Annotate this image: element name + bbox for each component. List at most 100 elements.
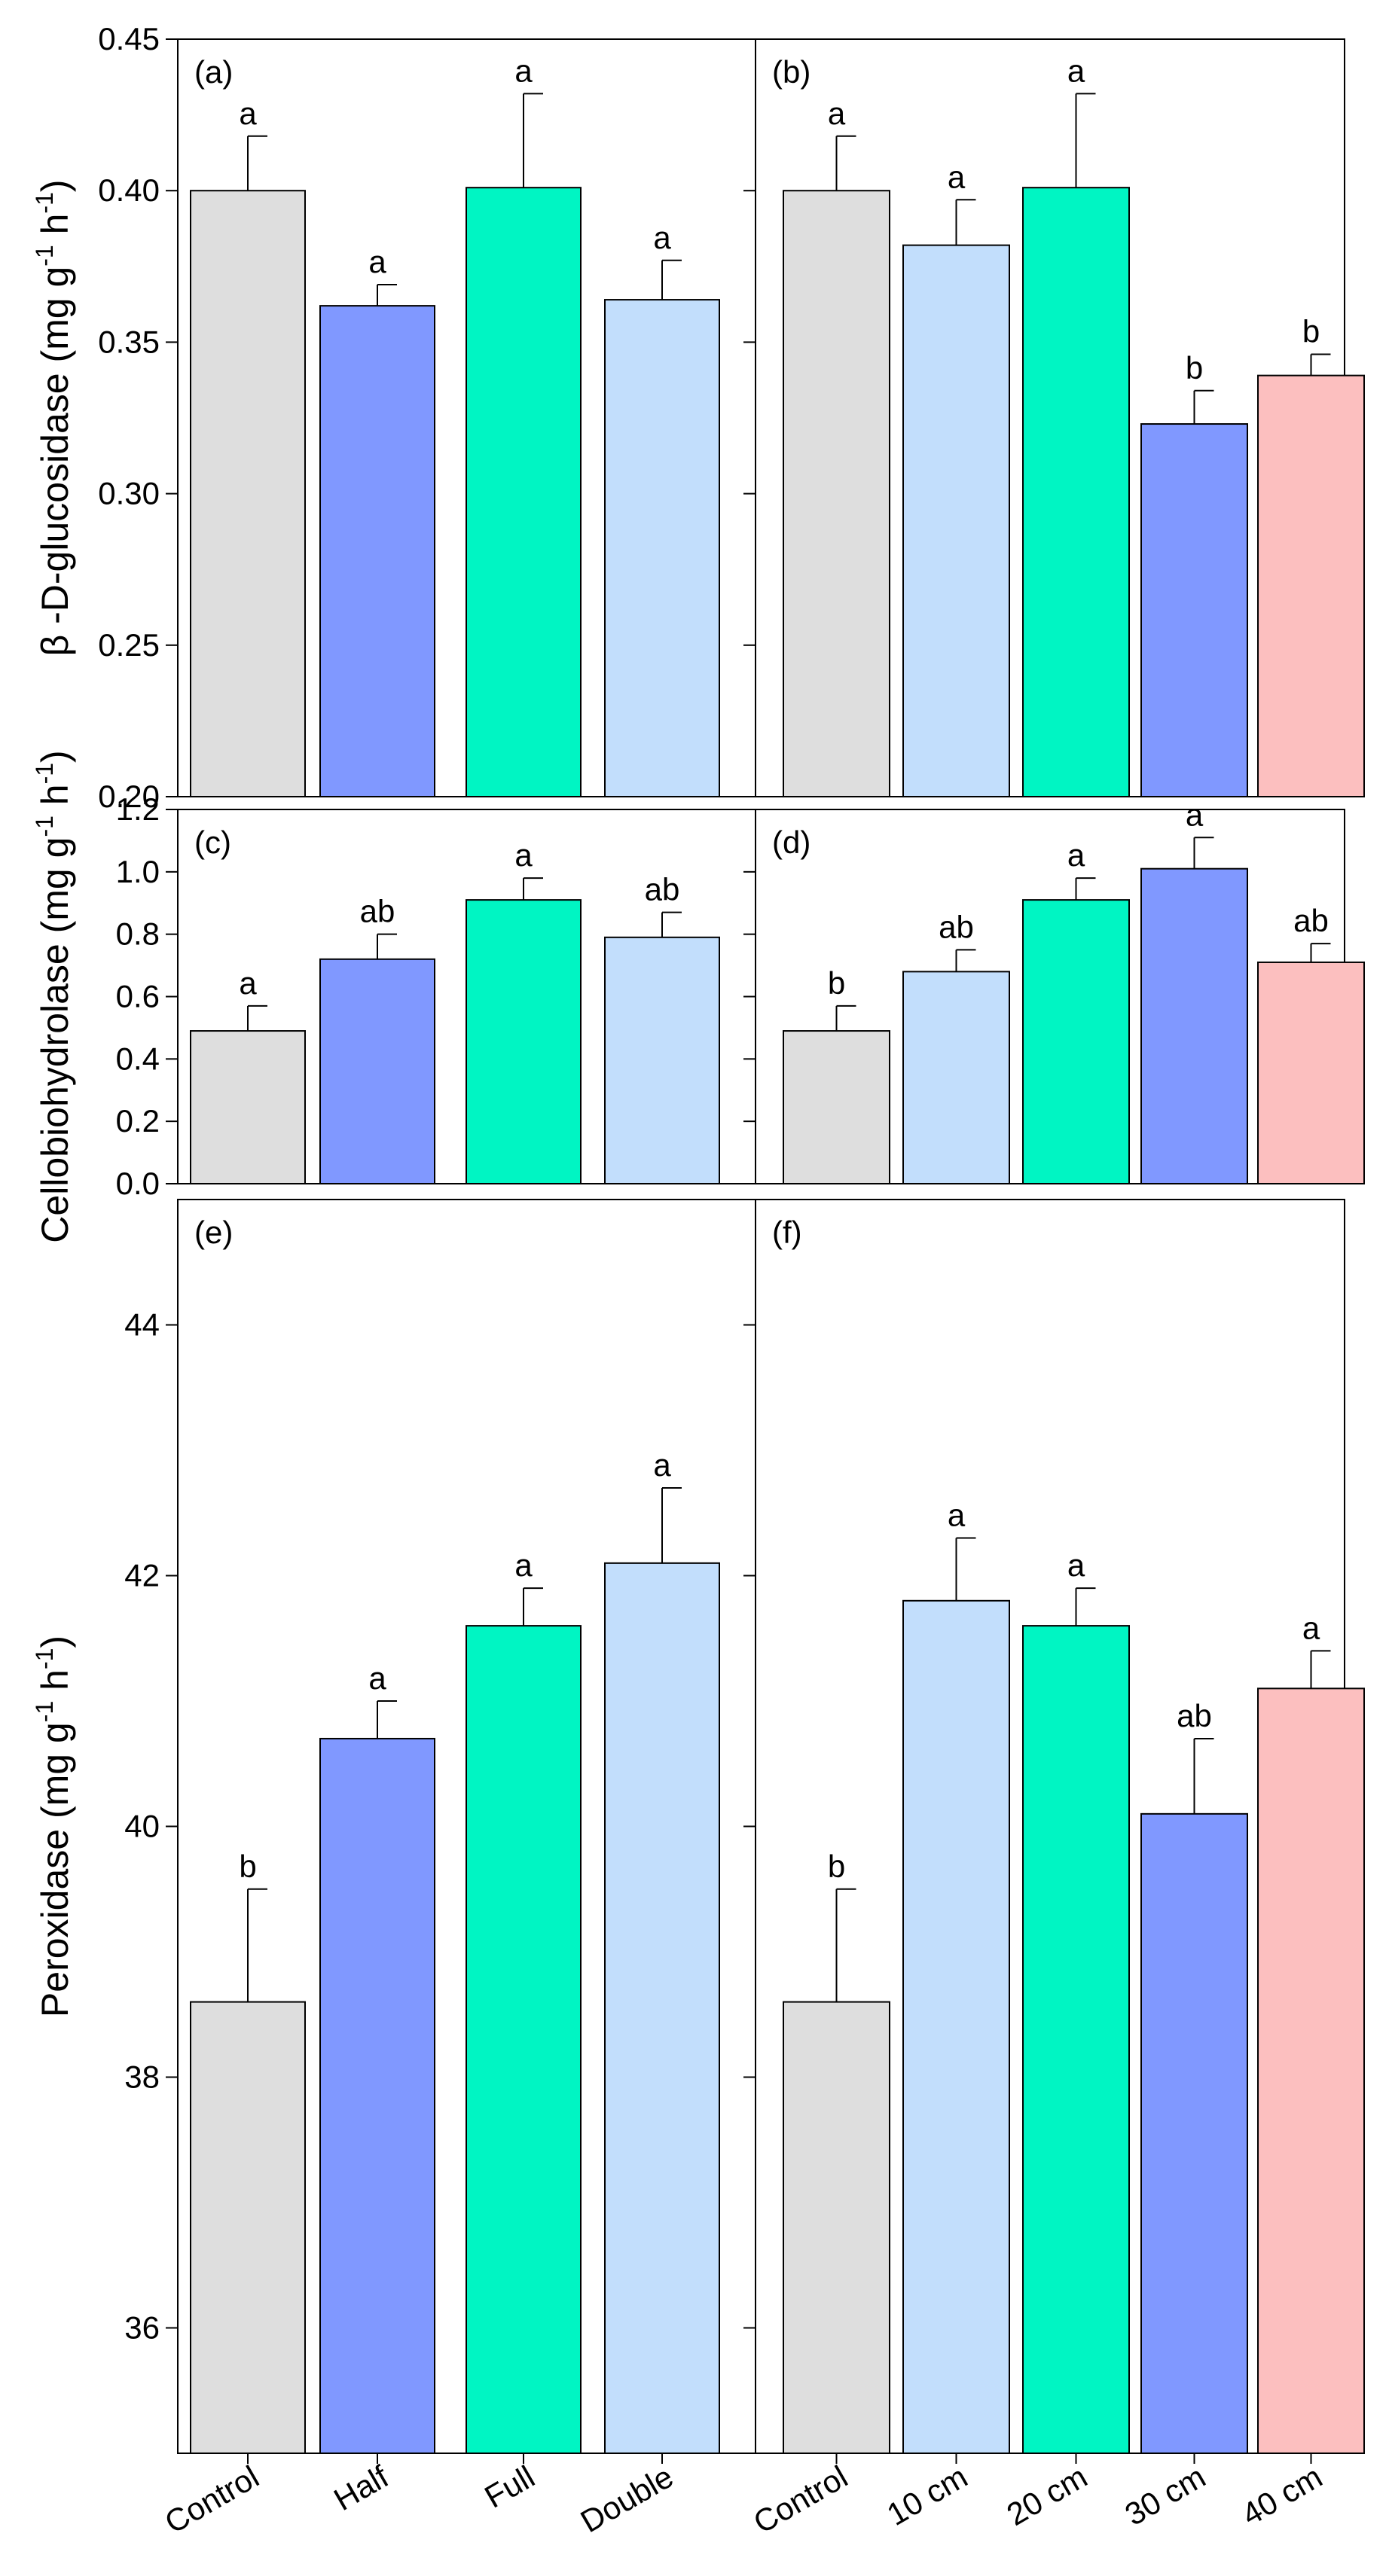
y-axis-label-sup: -1 [31, 763, 58, 784]
significance-letter: a [514, 53, 533, 88]
significance-letter: b [1302, 313, 1320, 349]
panel-label: (f) [772, 1215, 802, 1250]
y-tick-label: 0.35 [98, 324, 160, 359]
y-axis-label: Peroxidase (mg g-1 h-1) [31, 1636, 76, 2017]
significance-letter: a [239, 96, 257, 131]
y-axis-label: β -D-glucosidase (mg g-1 h-1) [31, 179, 76, 656]
bar-30-cm [1140, 867, 1248, 1184]
y-axis-label: Cellobiohydrolase (mg g-1 h-1) [31, 750, 76, 1242]
y-axis-label-end: ) [34, 1636, 76, 1648]
bar-40-cm [1257, 961, 1365, 1184]
y-tick-label: 0.2 [116, 1103, 160, 1139]
x-tick-label: Half [328, 2459, 394, 2517]
bar-control [190, 1030, 306, 1185]
significance-letter: a [514, 837, 533, 873]
panel-b: (b) a a a b b [743, 38, 1365, 797]
bar-30-cm [1140, 423, 1248, 797]
y-tick-label: 44 [124, 1307, 160, 1343]
significance-letter: a [368, 1660, 386, 1696]
y-axis-label-mid: h [34, 1669, 76, 1701]
significance-letter: ab [1293, 903, 1329, 938]
bar-half [319, 305, 435, 797]
significance-letter: a [239, 965, 257, 1001]
bar-full [466, 1625, 582, 2455]
bar-20-cm [1022, 899, 1130, 1184]
bar-full [466, 187, 582, 797]
x-tick-label: 40 cm [1235, 2459, 1328, 2532]
bar-40-cm [1257, 1687, 1365, 2455]
y-axis-label-mid: h [34, 214, 76, 245]
y-tick-label: 0.0 [116, 1166, 160, 1201]
significance-letter: ab [645, 872, 680, 907]
panel-c: (c) a ab a ab 0.0 0.2 0.4 0.6 0.8 1.0 1.2 Cellobiohy… [31, 750, 756, 1243]
significance-letter: b [239, 1849, 256, 1884]
y-axis-label-sup: -1 [31, 1648, 58, 1669]
significance-letter: b [1186, 350, 1203, 386]
x-tick-label: Double [575, 2459, 679, 2539]
y-axis-label-end: ) [34, 179, 76, 192]
significance-letter: ab [939, 909, 974, 944]
y-tick-label: 0.30 [98, 476, 160, 511]
x-tick-label: 10 cm [881, 2459, 973, 2532]
significance-letter: a [1067, 837, 1085, 873]
y-tick-label: 0.20 [98, 779, 160, 814]
significance-letter: ab [1177, 1698, 1212, 1733]
bar-10-cm [902, 971, 1010, 1185]
x-tick-label: Control [159, 2459, 265, 2540]
y-tick-label: 0.45 [98, 21, 160, 56]
significance-letter: a [828, 96, 846, 131]
y-axis-label-sup: -1 [31, 192, 58, 213]
bar-20-cm [1022, 187, 1130, 797]
significance-letter: b [828, 1849, 845, 1884]
bar-10-cm [902, 244, 1010, 797]
panel-label: (b) [772, 54, 811, 90]
y-tick-label: 0.25 [98, 627, 160, 663]
y-tick-label: 0.8 [116, 916, 160, 952]
bar-half [319, 958, 435, 1185]
bar-double [604, 1562, 720, 2455]
bar-double [604, 299, 720, 797]
panel-label: (d) [772, 825, 811, 860]
bar-10-cm [902, 1599, 1010, 2454]
y-tick-label: 36 [124, 2310, 160, 2346]
panel-d: (d) b ab a a ab [743, 797, 1365, 1185]
y-tick-label: 42 [124, 1558, 160, 1593]
significance-letter: a [1186, 797, 1204, 832]
bar-control [190, 190, 306, 797]
significance-letter: a [653, 1447, 671, 1483]
x-tick-label: Full [478, 2459, 540, 2515]
significance-letter: a [1067, 53, 1085, 88]
significance-letter: a [948, 1498, 966, 1533]
panel-label: (e) [194, 1215, 233, 1250]
bar-control [783, 1030, 890, 1185]
y-axis-label-sup: -1 [31, 815, 58, 837]
significance-letter: a [368, 244, 386, 279]
bar-control [783, 190, 890, 797]
significance-letter: b [828, 965, 845, 1001]
bar-20-cm [1022, 1625, 1130, 2455]
y-axis-label-sup: -1 [31, 245, 58, 266]
panel-f: (f) b a a ab a Control 10 cm 20 cm 30 cm 40 cm [743, 1199, 1365, 2540]
y-tick-label: 0.40 [98, 172, 160, 208]
y-axis-label-main: Peroxidase (mg g [34, 1722, 76, 2017]
significance-letter: a [653, 220, 671, 255]
x-tick-label: 30 cm [1119, 2459, 1211, 2532]
significance-letter: a [1302, 1610, 1320, 1645]
y-axis-label-mid: h [34, 784, 76, 815]
y-tick-label: 40 [124, 1809, 160, 1844]
panel-label: (a) [194, 54, 233, 90]
x-tick-label: 20 cm [1000, 2459, 1093, 2532]
y-tick-label: 38 [124, 2059, 160, 2095]
y-axis-label-main: β -D-glucosidase (mg g [34, 267, 76, 657]
significance-letter: a [1067, 1547, 1085, 1583]
bar-40-cm [1257, 374, 1365, 797]
y-tick-label: 0.6 [116, 979, 160, 1014]
bar-30-cm [1140, 1812, 1248, 2455]
significance-letter: ab [360, 894, 395, 929]
y-tick-label: 0.4 [116, 1041, 160, 1076]
significance-letter: a [948, 159, 966, 194]
y-axis-label-end: ) [34, 750, 76, 763]
